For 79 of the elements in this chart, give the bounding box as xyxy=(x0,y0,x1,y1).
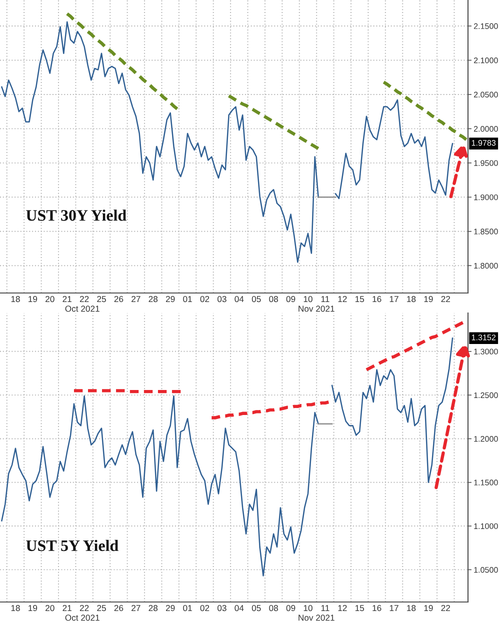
y-tick-label: 1.0500 xyxy=(474,566,498,573)
x-tick-label: 08 xyxy=(269,296,278,302)
x-tick-label: 03 xyxy=(218,605,226,612)
x-tick-label: 15 xyxy=(355,296,364,302)
x-tick-label: 01 xyxy=(183,605,192,612)
x-tick-label: 18 xyxy=(407,296,416,302)
y-tick-label: 1.3000 xyxy=(474,348,498,354)
annotation: 1.3152 xyxy=(472,334,496,340)
x-tick-label: 16 xyxy=(372,605,382,612)
y-tick-label: 1.2000 xyxy=(474,436,498,442)
x-tick-label: 22 xyxy=(80,296,89,302)
text: UST 30Y Yield xyxy=(26,210,126,221)
text: Nov 2021 xyxy=(298,614,334,621)
x-tick-label: 20 xyxy=(46,296,54,302)
x-tick-label: 11 xyxy=(321,605,330,612)
x-tick-label: 15 xyxy=(355,605,364,612)
y-tick-label: 1.9500 xyxy=(474,160,498,166)
x-tick-label: 17 xyxy=(390,605,398,612)
y-tick-label: 1.2500 xyxy=(474,392,498,398)
y-tick-label: 1.1000 xyxy=(474,523,498,530)
y-tick-label: 2.0500 xyxy=(474,92,498,98)
x-tick-label: 27 xyxy=(132,605,140,612)
line-series xyxy=(210,400,330,420)
text: Oct 2021 xyxy=(65,614,100,621)
x-tick-label: 19 xyxy=(28,296,38,302)
x-tick-label: 04 xyxy=(234,296,244,302)
x-tick-label: 04 xyxy=(234,605,244,612)
x-tick-label: 10 xyxy=(304,296,312,302)
x-tick-label: 26 xyxy=(114,605,124,612)
x-tick-label: 18 xyxy=(11,296,20,302)
y-tick-label: 1.9000 xyxy=(474,194,498,200)
x-tick-label: 02 xyxy=(200,296,210,302)
x-tick-label: 21 xyxy=(62,605,72,612)
x-tick-label: 12 xyxy=(338,296,347,302)
x-tick-label: 16 xyxy=(372,296,382,302)
x-tick-label: 12 xyxy=(338,605,347,612)
y-tick-label: 2.0000 xyxy=(474,126,498,132)
y-tick-label: 1.8500 xyxy=(474,228,498,234)
text: UST 5Y Yield xyxy=(26,540,118,552)
x-tick-label: 26 xyxy=(114,296,124,302)
line-series xyxy=(382,80,468,142)
x-tick-label: 28 xyxy=(148,296,158,302)
x-tick-label: 22 xyxy=(441,605,450,612)
x-tick-label: 20 xyxy=(46,605,54,612)
x-tick-label: 05 xyxy=(252,296,261,302)
annotation: 1.9783 xyxy=(472,140,496,146)
x-tick-label: 22 xyxy=(80,605,89,612)
x-tick-label: 05 xyxy=(252,605,261,612)
line-series xyxy=(66,12,179,110)
x-tick-label: 28 xyxy=(148,605,158,612)
x-tick-label: 01 xyxy=(183,296,192,302)
x-tick-label: 29 xyxy=(166,605,175,612)
x-tick-label: 10 xyxy=(304,605,312,612)
x-tick-label: 08 xyxy=(269,605,278,612)
x-tick-label: 03 xyxy=(218,296,226,302)
x-tick-label: 22 xyxy=(441,296,450,302)
y-tick-label: 1.1500 xyxy=(474,480,498,486)
text: Nov 2021 xyxy=(298,306,334,312)
x-tick-label: 19 xyxy=(28,605,38,612)
x-tick-label: 17 xyxy=(390,296,398,302)
x-tick-label: 18 xyxy=(11,605,20,612)
x-tick-label: 11 xyxy=(321,296,330,302)
x-tick-label: 09 xyxy=(286,605,296,612)
x-tick-label: 29 xyxy=(166,296,175,302)
x-tick-label: 21 xyxy=(62,296,72,302)
y-tick-label: 2.1500 xyxy=(474,23,498,30)
y-tick-label: 2.1000 xyxy=(474,58,498,64)
x-tick-label: 02 xyxy=(200,605,210,612)
x-tick-label: 19 xyxy=(424,605,433,612)
x-tick-label: 25 xyxy=(97,605,106,612)
y-tick-label: 1.8000 xyxy=(474,262,498,269)
x-tick-label: 09 xyxy=(286,296,296,302)
x-tick-label: 18 xyxy=(407,605,416,612)
x-tick-label: 19 xyxy=(424,296,433,302)
line-series xyxy=(227,94,320,150)
text: Oct 2021 xyxy=(65,306,100,312)
line-series xyxy=(364,321,464,372)
x-tick-label: 25 xyxy=(97,296,106,302)
x-tick-label: 27 xyxy=(132,296,140,302)
